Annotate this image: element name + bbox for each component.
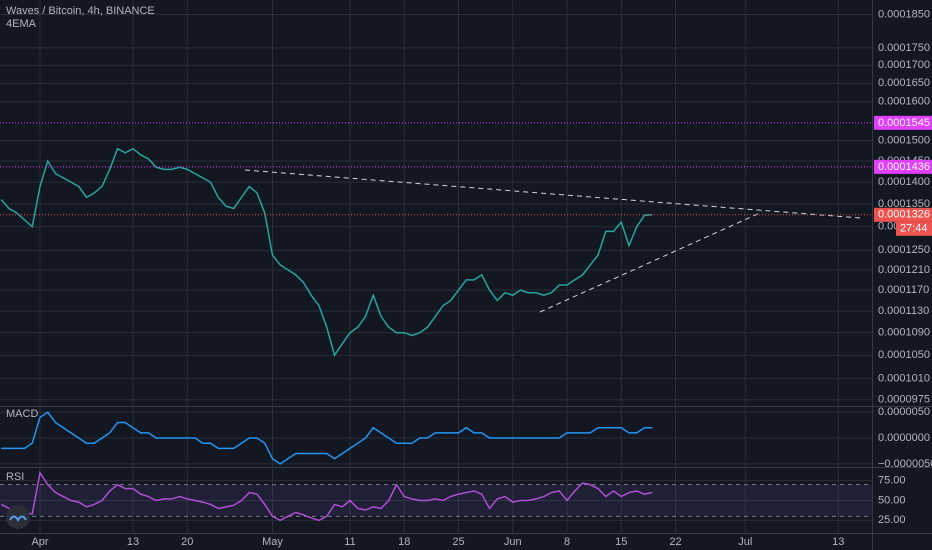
x-tick-label: 13 (832, 536, 844, 548)
pane-title: MACD (6, 408, 38, 420)
x-tick-label: Apr (31, 536, 48, 548)
y-tick-label: 0.0001600 (878, 96, 930, 108)
y-tick-label: 0.0001400 (878, 176, 930, 188)
y-tick-label: 0.0001130 (878, 305, 929, 317)
indicator-label: 4EMA (6, 18, 37, 30)
x-tick-label: Jul (738, 536, 752, 548)
y-tick-label: 0.0001090 (878, 327, 930, 339)
y-tick-label: 0.0001700 (878, 59, 930, 71)
y-tick-label: 50.00 (878, 494, 906, 506)
pane-title: RSI (6, 471, 24, 483)
series-line (0, 470, 653, 522)
y-tick-label: 0.0001170 (878, 284, 929, 296)
y-tick-label: 0.0001050 (878, 349, 930, 361)
x-tick-label: Jun (504, 536, 522, 548)
price-tag-label: 0.0001326 (878, 209, 930, 221)
x-tick-label: 8 (564, 536, 570, 548)
y-tick-label: 0.0001650 (878, 77, 930, 89)
x-tick-label: 11 (344, 536, 355, 548)
x-tick-label: 20 (181, 536, 193, 548)
y-tick-label: 0.0000050 (878, 406, 930, 418)
logo[interactable] (6, 505, 30, 529)
y-tick-label: −0.0000050 (878, 458, 932, 470)
x-tick-label: 15 (615, 536, 627, 548)
y-tick-label: 0.0001750 (878, 42, 930, 54)
band-fill (0, 484, 872, 517)
price-tag (874, 159, 932, 174)
y-tick-label: 25.00 (878, 514, 906, 526)
countdown: 27:44 (900, 223, 928, 235)
y-tick-label: 0.0001850 (878, 8, 930, 20)
trend-line (244, 169, 861, 219)
price-tag (874, 207, 932, 222)
y-tick-label: 0.0001350 (878, 198, 930, 210)
y-tick-label: 0.0001500 (878, 135, 930, 147)
y-tick-label: 0.0001250 (878, 244, 930, 256)
y-tick-label: 0.0001210 (878, 264, 930, 276)
x-tick-label: 18 (398, 536, 410, 548)
grid (0, 0, 872, 533)
y-tick-label: 0.0000975 (878, 394, 930, 406)
series-line (0, 147, 653, 357)
y-tick-label: 0.0001010 (878, 372, 930, 384)
plot (0, 122, 872, 522)
logo-mark (9, 515, 27, 523)
y-tick-label: 75.00 (878, 475, 906, 487)
y-tick-label: 0.0000000 (878, 432, 930, 444)
price-tag (874, 115, 932, 130)
chart-title: Waves / Bitcoin, 4h, BINANCE (6, 5, 155, 17)
x-tick-label: 13 (127, 536, 139, 548)
x-tick-label: 25 (452, 536, 464, 548)
price-tag-label: 0.0001436 (878, 161, 930, 173)
countdown-tag (896, 221, 932, 236)
x-tick-label: May (262, 536, 283, 548)
series-line (1, 411, 653, 465)
x-tick-label: 22 (669, 536, 681, 548)
price-tag-label: 0.0001545 (878, 117, 930, 129)
trend-line (539, 211, 763, 313)
